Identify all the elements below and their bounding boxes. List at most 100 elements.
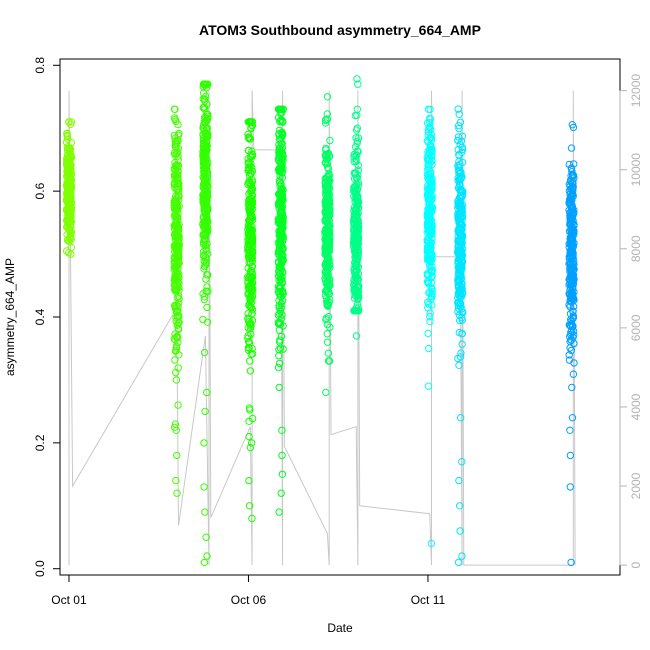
data-point bbox=[173, 307, 181, 316]
data-point bbox=[458, 158, 467, 167]
data-point bbox=[569, 327, 578, 335]
data-point bbox=[569, 263, 578, 272]
data-point bbox=[568, 414, 577, 422]
data-point bbox=[274, 272, 283, 280]
series-day-7 bbox=[423, 105, 436, 548]
data-point bbox=[203, 388, 211, 397]
data-point bbox=[279, 255, 287, 264]
data-point bbox=[63, 164, 72, 173]
y2-tick-label: 0 bbox=[629, 561, 643, 568]
data-point bbox=[353, 75, 361, 83]
data-point bbox=[63, 168, 71, 176]
data-point bbox=[321, 179, 329, 187]
data-point bbox=[64, 236, 72, 244]
data-point bbox=[276, 262, 284, 270]
data-point bbox=[202, 259, 210, 267]
data-point bbox=[425, 151, 433, 160]
x-tick-label: Oct 01 bbox=[51, 593, 87, 607]
data-point bbox=[568, 383, 576, 392]
data-point bbox=[322, 235, 330, 243]
data-point bbox=[171, 222, 180, 231]
data-point bbox=[353, 137, 361, 146]
data-point bbox=[428, 263, 436, 271]
data-point bbox=[248, 514, 256, 523]
data-point bbox=[456, 200, 465, 208]
data-point bbox=[353, 213, 361, 221]
data-point bbox=[274, 113, 283, 122]
data-point bbox=[244, 309, 252, 318]
data-point bbox=[62, 138, 71, 146]
data-point bbox=[248, 147, 256, 155]
series-day-3 bbox=[244, 118, 257, 523]
data-point bbox=[323, 338, 332, 346]
data-point bbox=[325, 197, 333, 206]
data-point bbox=[170, 257, 179, 266]
data-point bbox=[353, 202, 362, 210]
data-point bbox=[458, 258, 466, 266]
data-point bbox=[201, 105, 209, 113]
data-point bbox=[174, 325, 183, 334]
data-point bbox=[427, 196, 435, 204]
data-point bbox=[199, 148, 207, 156]
data-point bbox=[458, 308, 466, 316]
data-point bbox=[353, 105, 361, 114]
y-tick-label: 0.8 bbox=[33, 57, 47, 74]
data-point bbox=[454, 166, 463, 175]
data-point bbox=[567, 294, 575, 302]
data-point bbox=[247, 209, 255, 217]
data-point bbox=[244, 346, 253, 354]
data-point bbox=[276, 118, 284, 126]
data-point bbox=[248, 223, 256, 231]
data-point bbox=[246, 226, 255, 235]
data-point bbox=[354, 307, 362, 315]
data-point bbox=[455, 271, 463, 280]
data-point bbox=[203, 181, 211, 190]
data-point bbox=[570, 331, 578, 339]
data-point bbox=[200, 251, 208, 260]
data-point bbox=[204, 271, 212, 279]
data-point bbox=[425, 226, 433, 235]
data-point bbox=[326, 136, 334, 145]
data-point bbox=[174, 264, 182, 273]
data-point bbox=[247, 439, 256, 447]
data-point bbox=[174, 401, 182, 409]
data-point bbox=[425, 190, 434, 199]
data-point bbox=[170, 114, 179, 122]
y2-tick-label: 2000 bbox=[629, 472, 643, 499]
data-point bbox=[351, 246, 360, 255]
data-point bbox=[171, 282, 180, 290]
data-point bbox=[245, 217, 253, 225]
data-point bbox=[200, 240, 208, 249]
data-point bbox=[246, 367, 255, 375]
data-point bbox=[325, 256, 333, 264]
data-point bbox=[199, 95, 208, 103]
data-points bbox=[62, 75, 578, 567]
data-point bbox=[170, 165, 178, 173]
data-point bbox=[171, 105, 179, 114]
data-point bbox=[63, 135, 72, 143]
data-point bbox=[276, 109, 285, 117]
data-point bbox=[354, 224, 362, 233]
data-point bbox=[569, 322, 577, 330]
data-point bbox=[275, 352, 283, 360]
data-point bbox=[568, 247, 576, 255]
data-point bbox=[245, 135, 254, 143]
data-point bbox=[428, 272, 436, 281]
data-point bbox=[278, 216, 286, 224]
data-point bbox=[456, 169, 464, 177]
data-point bbox=[277, 248, 285, 257]
data-point bbox=[248, 292, 256, 300]
data-point bbox=[247, 118, 256, 126]
data-point bbox=[565, 275, 574, 284]
data-point bbox=[323, 93, 332, 101]
data-point bbox=[565, 199, 573, 207]
data-point bbox=[424, 254, 432, 262]
data-point bbox=[275, 290, 283, 298]
data-point bbox=[570, 339, 578, 348]
data-point bbox=[426, 261, 434, 269]
data-point bbox=[354, 134, 363, 142]
data-point bbox=[454, 136, 462, 145]
data-point bbox=[351, 291, 359, 299]
data-point bbox=[567, 144, 576, 152]
data-point bbox=[246, 297, 255, 305]
